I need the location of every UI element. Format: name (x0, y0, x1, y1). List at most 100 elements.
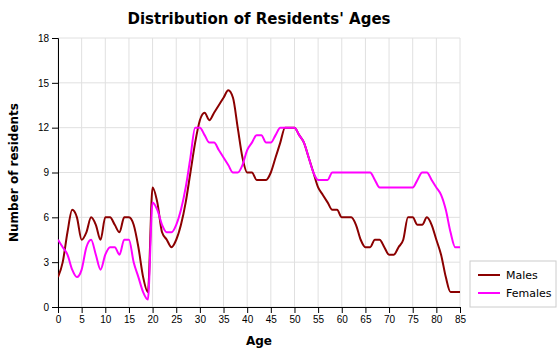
y-axis-line (52, 39, 59, 308)
x-tick: 60 (337, 307, 349, 325)
plot: 0 5 10 15 20 25 30 35 40 45 50 55 60 65 70 75 80 85 0 3 6 9 12… (38, 33, 467, 325)
x-tick-label: 15 (124, 314, 136, 325)
x-tick-mark (105, 307, 106, 313)
x-tick: 10 (100, 307, 112, 325)
y-tick-mark (52, 217, 58, 218)
legend-box (470, 261, 556, 307)
chart: 0 5 10 15 20 25 30 35 40 45 50 55 60 65 70 75 80 85 0 3 6 9 12… (0, 0, 560, 353)
legend-item: Females (478, 287, 552, 300)
legend: Males Females (470, 261, 556, 307)
y-tick-mark (52, 173, 58, 174)
y-tick: 3 (43, 257, 58, 268)
x-tick: 85 (455, 307, 467, 325)
x-tick: 20 (148, 307, 160, 325)
x-tick: 75 (408, 307, 420, 325)
x-tick-label: 20 (148, 314, 160, 325)
x-tick-mark (294, 307, 295, 313)
x-tick-mark (413, 307, 414, 313)
x-tick-mark (176, 307, 177, 313)
x-tick-mark (436, 307, 437, 313)
y-tick-mark (52, 262, 58, 263)
grid-line-y (58, 127, 460, 128)
grid-line-y (58, 217, 460, 218)
y-tick: 18 (38, 33, 58, 44)
x-tick-label: 40 (242, 314, 254, 325)
x-tick-label: 80 (431, 314, 443, 325)
y-tick-label: 9 (43, 167, 49, 178)
x-tick-mark (82, 307, 83, 313)
x-tick: 35 (218, 307, 230, 325)
x-tick-mark (389, 307, 390, 313)
y-tick-mark (52, 128, 58, 129)
x-tick-mark (271, 307, 272, 313)
y-tick-label: 18 (38, 33, 50, 44)
x-tick-label: 5 (79, 314, 85, 325)
x-tick-mark (129, 307, 130, 313)
x-tick: 50 (289, 307, 301, 325)
y-tick-label: 12 (38, 122, 50, 133)
x-tick-label: 25 (171, 314, 183, 325)
legend-label: Males (506, 269, 538, 282)
y-tick: 6 (43, 212, 58, 223)
y-tick-label: 15 (38, 78, 50, 89)
x-tick-label: 35 (218, 314, 230, 325)
x-tick-mark (224, 307, 225, 313)
title: Distribution of Residents' Ages (128, 10, 391, 28)
x-tick: 40 (242, 307, 254, 325)
x-tick: 0 (56, 307, 62, 325)
legend-item: Males (478, 269, 538, 282)
x-tick-label: 10 (100, 314, 112, 325)
series-line (58, 128, 460, 300)
legend-swatch (478, 292, 500, 294)
y-tick: 12 (38, 122, 58, 133)
x-tick-label: 85 (455, 314, 467, 325)
x-tick-mark (153, 307, 154, 313)
y-tick-label: 0 (43, 302, 49, 313)
x-tick: 55 (313, 307, 325, 325)
x-axis-line (59, 308, 461, 314)
x-tick-label: 30 (195, 314, 207, 325)
y-tick-label: 6 (43, 212, 49, 223)
legend-swatch (478, 274, 500, 276)
x-tick-mark (460, 307, 461, 313)
y-tick-label: 3 (43, 257, 49, 268)
y-tick-mark (52, 38, 58, 39)
x-tick-mark (247, 307, 248, 313)
x-tick: 25 (171, 307, 183, 325)
y-tick-mark (52, 83, 58, 84)
y-axis: 0 3 6 9 12 15 18 (38, 33, 59, 313)
y-tick: 15 (38, 78, 58, 89)
grid-line-y (58, 82, 460, 83)
x-tick: 5 (79, 307, 85, 325)
x-tick-mark (318, 307, 319, 313)
x-tick-label: 65 (360, 314, 372, 325)
x-tick: 65 (360, 307, 372, 325)
y-tick: 9 (43, 167, 58, 178)
y-tick: 0 (43, 302, 58, 313)
x-axis-title: Age (246, 334, 272, 348)
lines (58, 90, 460, 299)
x-tick: 70 (384, 307, 396, 325)
series-line (58, 90, 460, 292)
x-tick-label: 60 (337, 314, 349, 325)
y-axis-title: Number of residents (7, 103, 21, 242)
x-tick: 30 (195, 307, 207, 325)
x-tick-mark (342, 307, 343, 313)
x-tick-label: 50 (289, 314, 301, 325)
grid-line-y (58, 38, 460, 39)
grid-line-y (58, 172, 460, 173)
grid (58, 38, 460, 307)
legend-label: Females (506, 287, 552, 300)
y-tick-mark (52, 307, 58, 308)
x-tick: 15 (124, 307, 136, 325)
x-tick-label: 45 (266, 314, 278, 325)
x-tick-mark (365, 307, 366, 313)
x-tick-label: 75 (408, 314, 420, 325)
x-tick: 45 (266, 307, 278, 325)
grid-line-y (58, 262, 460, 263)
x-tick-label: 55 (313, 314, 325, 325)
x-tick: 80 (431, 307, 443, 325)
x-axis: 0 5 10 15 20 25 30 35 40 45 50 55 60 65 70 75 80 85 (56, 307, 467, 325)
x-tick-label: 0 (56, 314, 62, 325)
x-tick-mark (200, 307, 201, 313)
